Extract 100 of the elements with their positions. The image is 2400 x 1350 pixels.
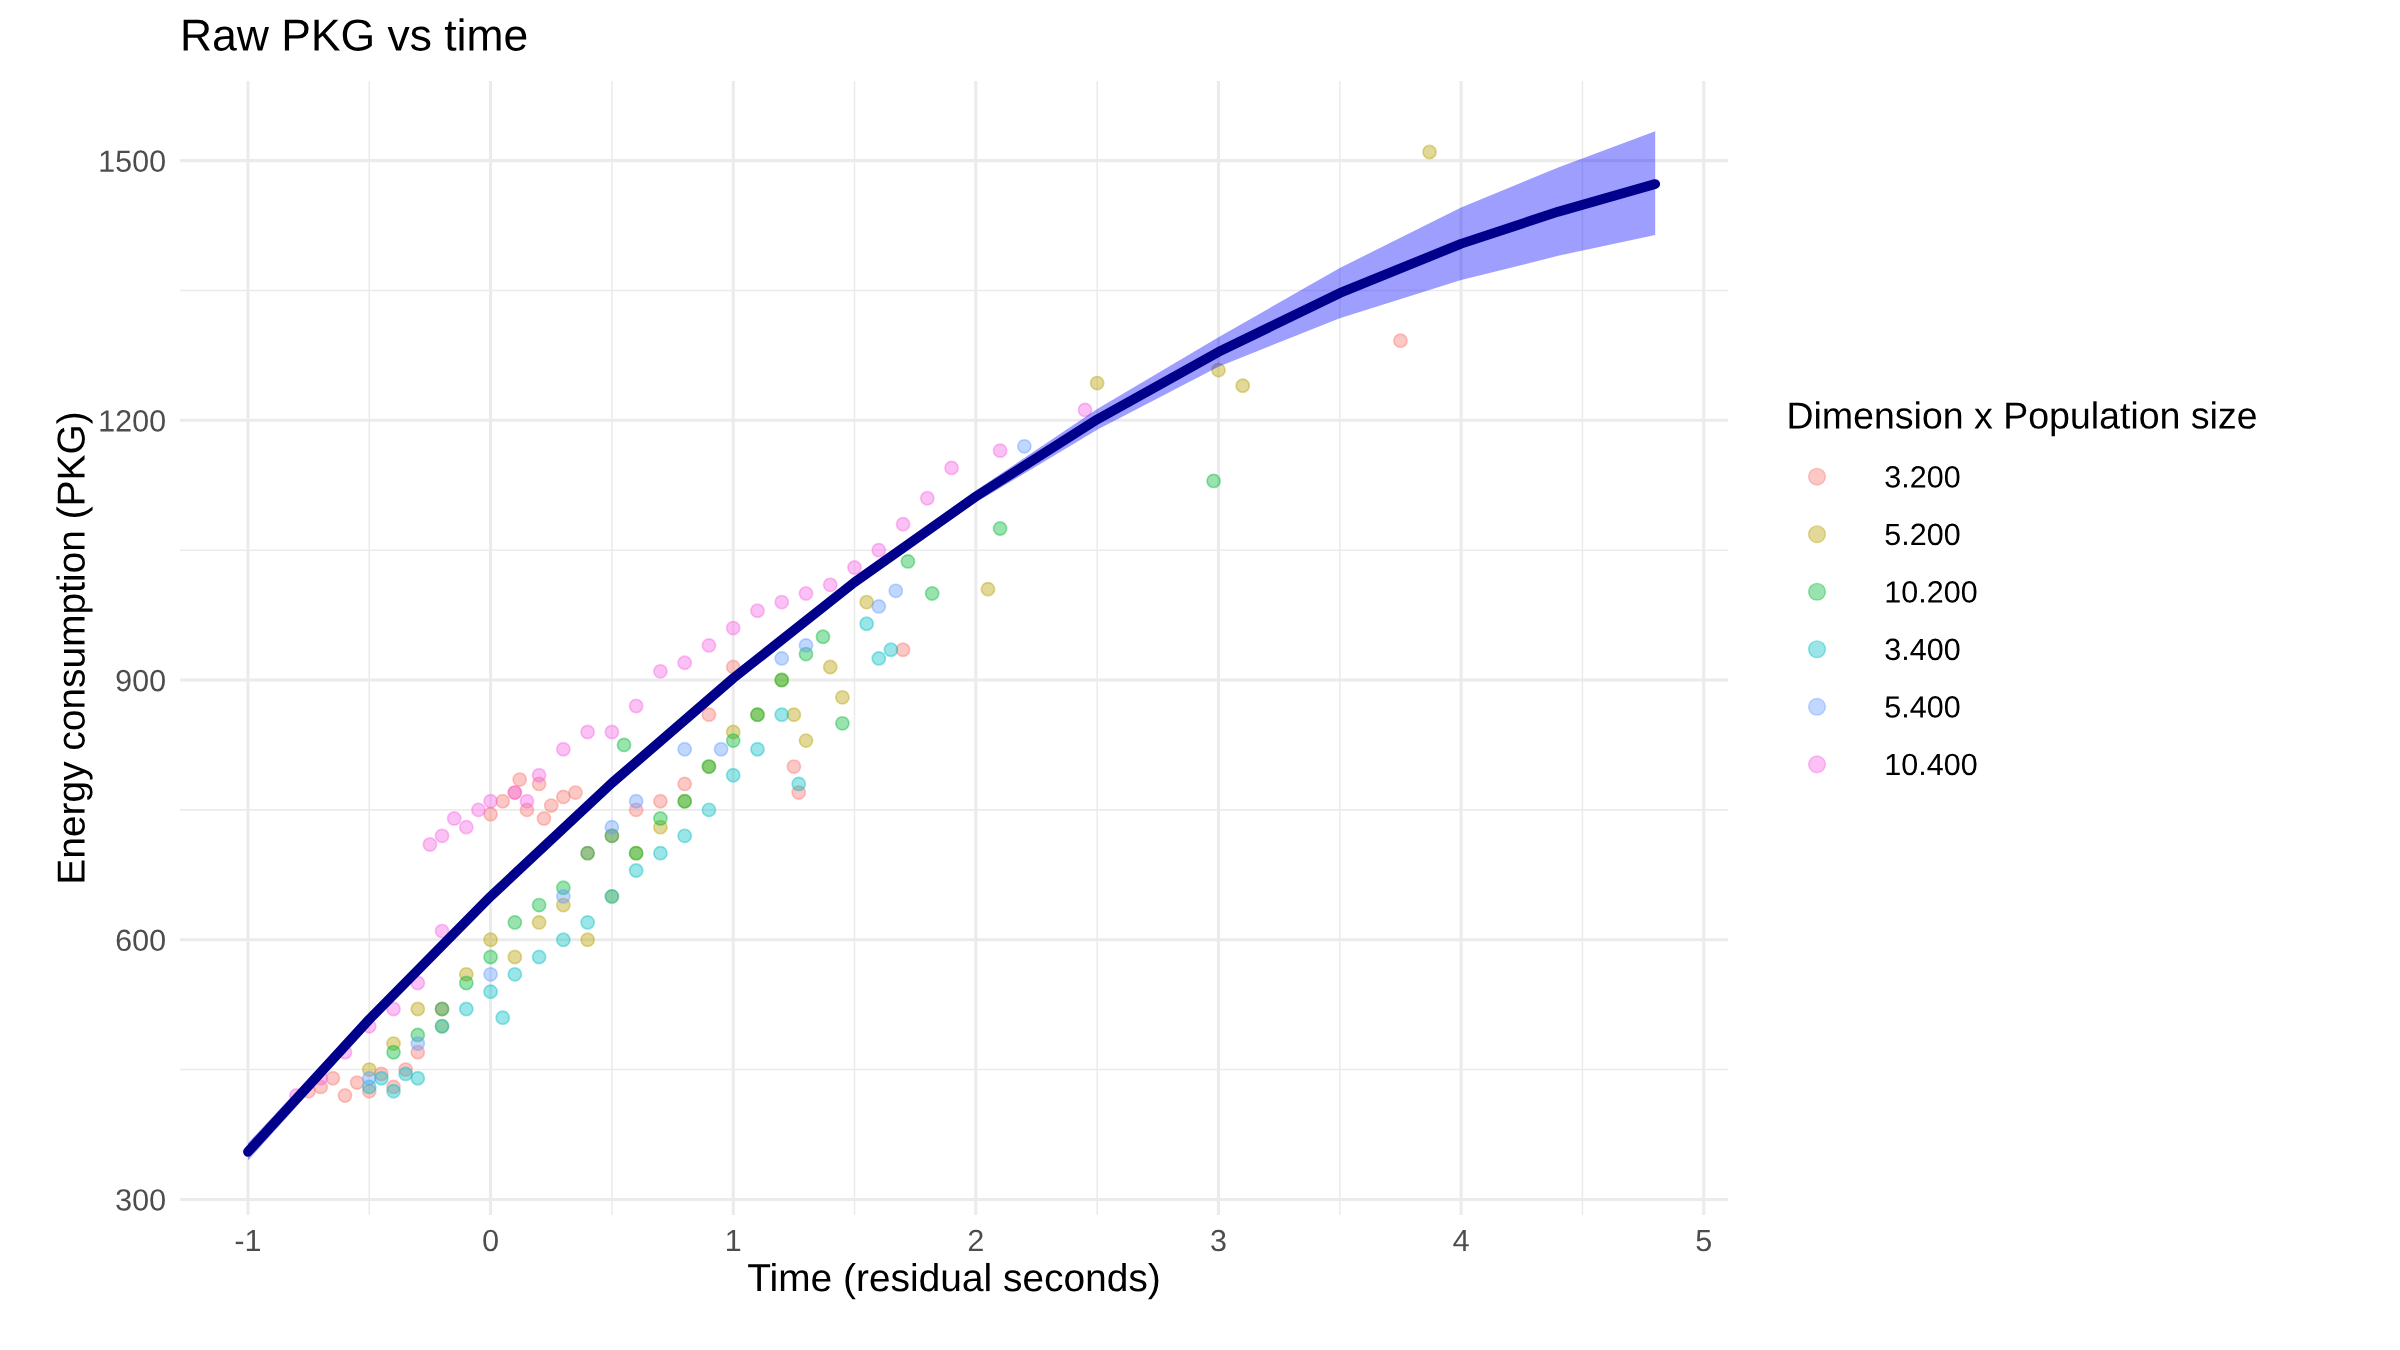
point [888, 583, 904, 599]
point [677, 741, 693, 757]
point [604, 819, 620, 835]
point [483, 984, 498, 1000]
point [458, 1001, 474, 1017]
point [992, 443, 1008, 459]
point [628, 698, 644, 714]
point [507, 966, 523, 982]
point [774, 650, 790, 666]
legend-title: Dimension x Population size [1789, 401, 2256, 437]
chart-title: Raw PKG vs time [183, 18, 527, 51]
point [446, 811, 462, 826]
point [859, 616, 875, 632]
point [1016, 438, 1032, 454]
point [543, 798, 559, 813]
point [410, 1036, 426, 1052]
x-tick-label: 1 [727, 1230, 741, 1252]
point [386, 1083, 401, 1099]
point [774, 594, 790, 610]
point [980, 581, 996, 597]
point [616, 737, 632, 753]
point [919, 490, 935, 506]
point [628, 863, 644, 878]
legend-label: 10.400 [1886, 753, 1977, 776]
point [834, 689, 850, 705]
point [815, 629, 831, 645]
point [555, 889, 571, 904]
point [750, 603, 765, 619]
point [847, 560, 862, 575]
point [652, 811, 668, 826]
point [725, 767, 741, 783]
point [1089, 375, 1105, 391]
x-tick-label: 2 [968, 1229, 983, 1252]
point [555, 741, 571, 757]
point [580, 914, 596, 930]
point [410, 1070, 426, 1086]
point [895, 516, 911, 532]
point [1206, 473, 1222, 489]
point [774, 707, 790, 723]
point [701, 707, 717, 723]
point [568, 785, 583, 800]
point [677, 776, 693, 792]
x-tick-label: 0 [483, 1229, 498, 1252]
y-tick-label: 900 [116, 669, 165, 692]
point [786, 707, 802, 723]
y-tick-label: 600 [116, 929, 165, 952]
point [786, 759, 802, 775]
point [580, 932, 596, 948]
point [859, 594, 875, 610]
point [531, 949, 547, 965]
point [822, 577, 838, 593]
point [536, 811, 552, 826]
point [652, 845, 668, 861]
point [1422, 144, 1437, 160]
point [883, 642, 899, 658]
point [531, 767, 547, 783]
point [507, 949, 523, 965]
point [895, 642, 911, 658]
point [1235, 378, 1251, 394]
point [349, 1075, 365, 1090]
point [422, 837, 438, 852]
point [798, 586, 814, 601]
point [701, 637, 717, 653]
point [725, 733, 741, 749]
point [791, 776, 807, 792]
point [677, 828, 693, 844]
point [373, 1070, 389, 1086]
point [519, 793, 535, 809]
x-tick-label: 4 [1453, 1230, 1469, 1252]
point [1393, 333, 1408, 349]
point [1077, 402, 1093, 418]
point [628, 793, 644, 809]
point [434, 828, 450, 844]
point [701, 802, 717, 818]
point [798, 733, 814, 749]
y-axis-title: Energy consumption (PKG) [56, 413, 93, 882]
point [713, 741, 729, 757]
legend-label: 10.200 [1886, 581, 1977, 603]
point [652, 793, 668, 809]
point [531, 897, 547, 913]
point [750, 741, 765, 757]
point [871, 599, 887, 614]
point [604, 724, 620, 740]
point [483, 966, 498, 982]
point [386, 1044, 401, 1060]
point [834, 715, 850, 731]
point [337, 1088, 353, 1103]
point [798, 637, 814, 653]
point [944, 460, 959, 476]
point [555, 932, 571, 948]
point [483, 949, 498, 965]
point [458, 975, 474, 991]
x-tick-label: 3 [1211, 1229, 1226, 1252]
point [471, 802, 486, 818]
point [495, 1010, 511, 1026]
point [900, 554, 916, 569]
point [677, 655, 693, 671]
point [652, 663, 668, 679]
y-tick-label: 1500 [100, 150, 165, 173]
point [507, 914, 523, 930]
